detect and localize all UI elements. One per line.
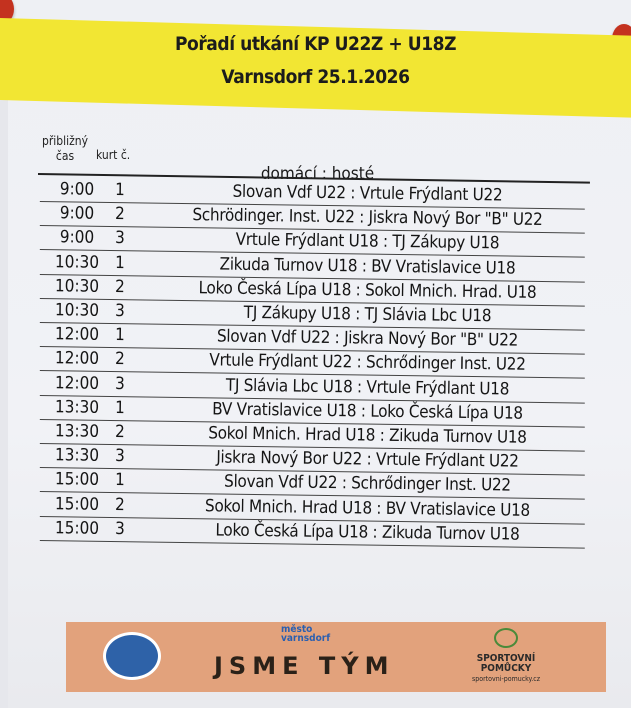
row-court: 2 [114, 276, 125, 297]
row-court: 1 [114, 325, 125, 346]
subtitle: Varnsdorf 25.1.2026 [221, 66, 410, 88]
sponsor-url: sportovni-pomucky.cz [471, 675, 541, 683]
sponsor-icon [494, 628, 518, 648]
row-time: 9:00 [59, 203, 95, 224]
column-header-match: domácí : hosté [260, 164, 375, 184]
row-court: 2 [114, 204, 125, 225]
sponsor-line1: SPORTOVNÍ [476, 653, 536, 664]
row-time: 10:30 [54, 300, 100, 321]
row-court: 3 [114, 446, 125, 467]
title: Pořadí utkání KP U22Z + U18Z [174, 33, 457, 55]
city-logo: město varnsdorf [281, 624, 331, 644]
row-match: TJ Slávia Lbc U18 : Vrtule Frýdlant U18 [225, 375, 510, 400]
row-time: 15:00 [54, 493, 100, 515]
row-time: 10:30 [54, 251, 100, 273]
row-match: Slovan Vdf U22 : Schrődinger Inst. U22 [223, 471, 511, 496]
sponsor-line2: POMŮCKY [480, 663, 532, 674]
row-court: 3 [114, 301, 125, 322]
club-logo [103, 632, 161, 680]
row-match: Vrtule Frýdlant U22 : Schrődinger Inst. … [209, 350, 526, 376]
sponsor-logo: SPORTOVNÍ POMŮCKY sportovni-pomucky.cz [461, 654, 551, 684]
row-court: 2 [114, 494, 125, 515]
row-time: 13:30 [54, 397, 100, 418]
row-time: 13:30 [54, 421, 100, 442]
row-court: 1 [114, 397, 125, 418]
row-time: 15:00 [54, 469, 100, 491]
row-court: 2 [114, 422, 125, 443]
row-time: 9:00 [59, 179, 95, 200]
column-header-time: přibližný čas [41, 134, 89, 163]
city-logo-text: varnsdorf [281, 633, 331, 644]
row-time: 12:00 [54, 372, 100, 394]
row-time: 10:30 [54, 276, 100, 297]
row-match: Zikuda Turnov U18 : BV Vratislavice U18 [219, 254, 516, 279]
row-time: 13:30 [54, 445, 100, 467]
slogan: JSME TÝM [214, 652, 395, 680]
row-match: Loko Česká Lípa U18 : Zikuda Turnov U18 [215, 520, 520, 545]
row-time: 15:00 [54, 518, 100, 539]
row-match: Vrtule Frýdlant U18 : TJ Zákupy U18 [235, 230, 500, 254]
sponsor-footer: město varnsdorf JSME TÝM SPORTOVNÍ POMŮCK… [66, 622, 606, 692]
row-court: 1 [114, 180, 125, 201]
row-court: 2 [114, 349, 125, 370]
row-court: 1 [114, 470, 125, 491]
row-court: 3 [114, 373, 125, 394]
paper-sheet [8, 0, 631, 708]
column-header-court: kurt č. [96, 148, 131, 162]
row-court: 3 [114, 518, 125, 539]
row-time: 12:00 [54, 348, 100, 370]
row-time: 12:00 [54, 324, 100, 346]
row-court: 3 [114, 228, 125, 249]
city-logo-small: město [281, 624, 313, 635]
row-time: 9:00 [59, 227, 95, 249]
row-match: Sokol Mnich. Hrad U18 : BV Vratislavice … [204, 495, 531, 521]
row-court: 1 [114, 252, 125, 273]
